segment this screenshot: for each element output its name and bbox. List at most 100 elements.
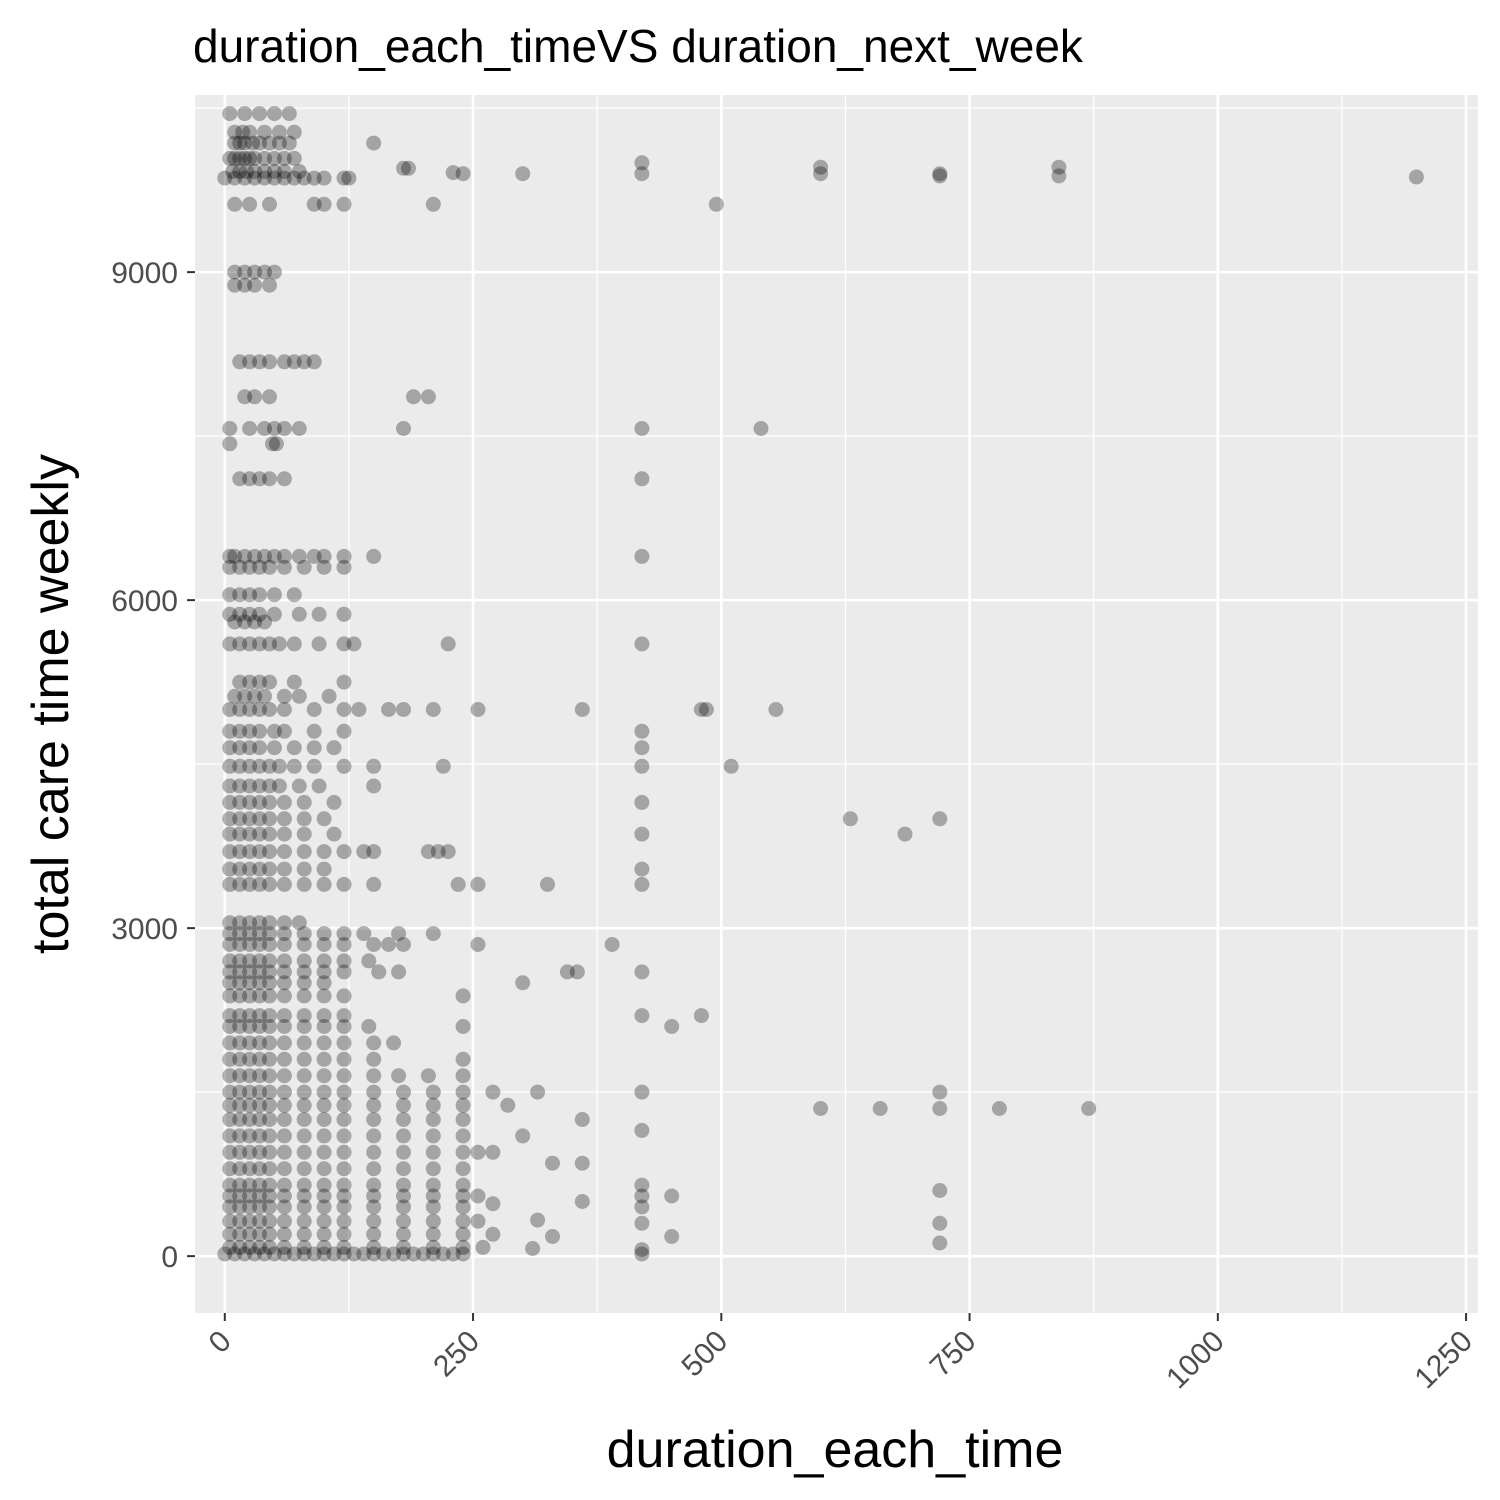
data-point xyxy=(336,844,352,860)
data-point xyxy=(286,1246,302,1262)
data-point xyxy=(252,844,267,860)
data-point xyxy=(252,964,267,980)
data-point xyxy=(242,1019,258,1034)
data-point xyxy=(311,778,327,794)
data-point xyxy=(316,844,332,860)
data-point xyxy=(296,1199,312,1215)
data-point xyxy=(262,975,277,991)
data-point xyxy=(813,159,829,175)
data-point xyxy=(455,1128,471,1144)
data-point xyxy=(842,811,858,827)
data-point xyxy=(242,1144,258,1160)
data-point xyxy=(1051,168,1067,184)
data-point xyxy=(222,723,238,739)
data-point xyxy=(232,559,248,575)
data-point xyxy=(222,915,238,931)
data-point xyxy=(813,166,829,182)
data-point xyxy=(257,124,272,140)
data-point xyxy=(316,1097,332,1113)
data-point xyxy=(242,975,258,991)
data-point xyxy=(232,164,248,179)
data-point xyxy=(252,1188,267,1204)
data-point xyxy=(242,124,258,140)
data-point xyxy=(232,1199,248,1215)
data-point xyxy=(242,354,258,370)
data-point xyxy=(276,1068,292,1084)
data-point xyxy=(336,196,352,212)
data-point xyxy=(222,778,238,794)
data-point xyxy=(262,844,277,860)
data-point xyxy=(242,1008,258,1024)
data-point xyxy=(336,1051,352,1067)
data-point xyxy=(262,811,277,827)
data-point xyxy=(420,1068,436,1084)
data-point xyxy=(262,937,277,952)
data-point xyxy=(232,740,248,756)
data-point xyxy=(276,1097,292,1113)
data-point xyxy=(276,926,292,942)
data-point xyxy=(634,1084,650,1100)
data-point xyxy=(242,988,258,1004)
data-point xyxy=(455,1161,471,1177)
data-point xyxy=(257,688,272,704)
data-point xyxy=(222,926,238,942)
data-point xyxy=(276,1144,292,1160)
y-tick-label: 9000 xyxy=(111,257,178,290)
data-point xyxy=(252,1068,267,1084)
data-point xyxy=(316,196,332,212)
data-point xyxy=(242,1068,258,1084)
data-point xyxy=(227,170,243,186)
data-point xyxy=(252,1239,267,1255)
data-point xyxy=(316,975,332,991)
data-point xyxy=(634,636,650,652)
data-point xyxy=(222,794,238,810)
data-point xyxy=(276,1035,292,1051)
data-point xyxy=(470,1144,486,1160)
data-point xyxy=(455,1051,471,1067)
data-point xyxy=(252,861,267,877)
data-point xyxy=(316,1035,332,1051)
data-point xyxy=(932,1183,948,1198)
data-point xyxy=(326,1246,342,1262)
data-point xyxy=(276,421,292,436)
data-point xyxy=(316,964,332,980)
data-point xyxy=(262,1188,277,1204)
data-point xyxy=(574,1155,590,1171)
data-point xyxy=(222,606,238,622)
data-point xyxy=(222,1051,238,1067)
data-point xyxy=(276,1084,292,1100)
data-point xyxy=(252,758,267,774)
data-point xyxy=(336,964,352,980)
data-point xyxy=(296,1239,312,1255)
data-point xyxy=(296,964,312,980)
data-point xyxy=(222,548,238,564)
data-point xyxy=(232,794,248,810)
data-point xyxy=(406,389,421,405)
data-point xyxy=(366,548,382,564)
data-point xyxy=(232,1226,248,1242)
data-point xyxy=(361,1019,377,1034)
data-point xyxy=(500,1097,516,1113)
data-point xyxy=(222,1199,238,1215)
data-point xyxy=(222,1213,238,1229)
data-point xyxy=(247,264,263,280)
data-point xyxy=(316,926,332,942)
data-point xyxy=(356,1246,372,1262)
data-point xyxy=(232,1128,248,1144)
data-point xyxy=(296,354,312,370)
data-point xyxy=(252,1051,267,1067)
data-point xyxy=(222,953,238,969)
data-point xyxy=(262,915,277,931)
data-point xyxy=(242,861,258,877)
data-point xyxy=(296,926,312,942)
data-point xyxy=(262,674,277,690)
data-point xyxy=(316,1019,332,1034)
data-point xyxy=(252,606,267,622)
y-axis-ticks: 0 3000 6000 9000 xyxy=(111,257,195,1274)
data-point xyxy=(242,811,258,827)
data-point xyxy=(242,1112,258,1127)
data-point xyxy=(316,1246,332,1262)
data-point xyxy=(242,826,258,842)
data-point xyxy=(386,1035,402,1051)
